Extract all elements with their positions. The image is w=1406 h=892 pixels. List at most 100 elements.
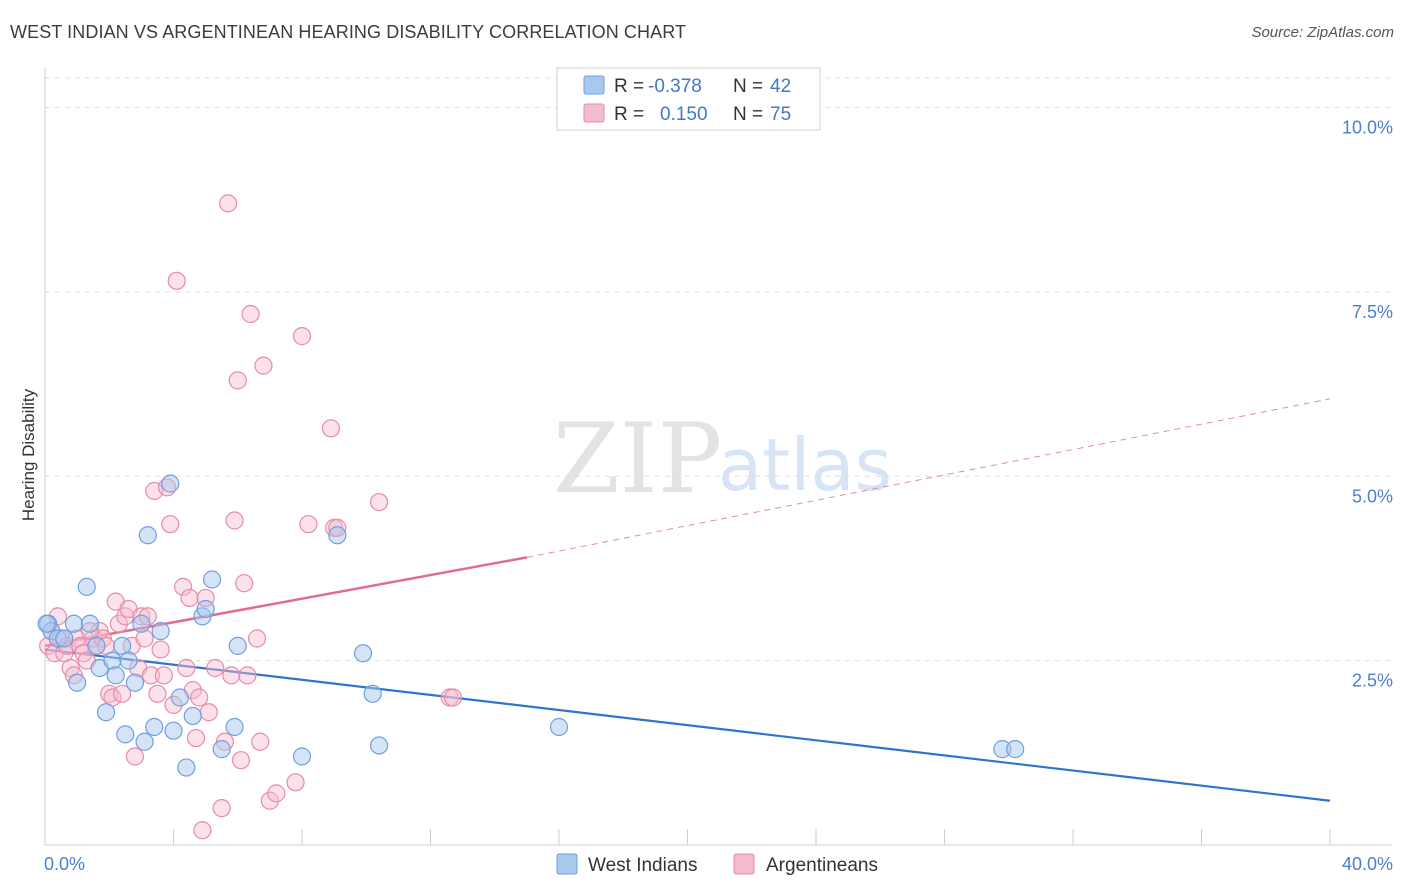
argentineans-point <box>231 751 251 770</box>
argentineans-point <box>228 371 247 390</box>
argentineans-point <box>112 684 132 703</box>
west-indians-point <box>125 673 145 692</box>
x-tick-label: 40.0% <box>1342 854 1393 874</box>
legend-n-label-2: N = <box>733 104 763 125</box>
west-indians-points <box>37 474 1025 777</box>
west-indians-point <box>353 644 373 663</box>
argentineans-point <box>190 688 209 707</box>
series-legend-swatch-blue <box>556 853 578 875</box>
legend-r-value-2: 0.150 <box>660 104 708 125</box>
west-indians-point <box>202 570 222 589</box>
argentineans-point <box>260 791 279 810</box>
argentineans-point <box>177 658 196 678</box>
legend-n-label-1: N = <box>733 76 763 97</box>
west-indians-point <box>135 732 154 751</box>
chart-title: WEST INDIAN VS ARGENTINEAN HEARING DISAB… <box>10 22 687 42</box>
grid <box>45 77 1392 662</box>
west-indians-point <box>151 622 170 641</box>
y-tick-label: 10.0% <box>1342 118 1393 138</box>
west-indians-point <box>225 717 244 737</box>
x-tick-label: 0.0% <box>44 854 85 874</box>
argentineans-point <box>225 511 244 530</box>
axes <box>44 68 1392 846</box>
argentineans-point <box>251 732 270 751</box>
west-indians-point <box>1006 740 1025 759</box>
trend-lines <box>44 398 1331 802</box>
argentineans-point <box>219 194 238 213</box>
tick-labels: 2.5% 5.0% 7.5% 10.0% 0.0% 40.0% <box>44 118 1393 875</box>
argentineans-point <box>180 588 199 608</box>
west-indians-point <box>138 526 157 545</box>
west-indians-point <box>328 526 347 545</box>
west-indians-point <box>80 614 100 633</box>
west-indians-point <box>212 740 231 759</box>
legend-r-label-1: R = <box>614 76 644 97</box>
argentineans-point <box>167 271 186 290</box>
west-indians-trend-line <box>44 648 1331 802</box>
west-indians-point <box>87 636 106 655</box>
legend-swatch-pink <box>583 103 605 123</box>
argentineans-point <box>286 773 305 792</box>
correlation-legend: R = -0.378 N = 42 R = 0.150 N = 75 <box>556 67 821 131</box>
west-indians-point <box>77 577 96 596</box>
argentineans-point <box>254 356 273 375</box>
watermark-atlas: atlas <box>718 423 892 507</box>
argentineans-point <box>125 747 145 766</box>
series-legend: West Indians Argentineans <box>556 853 878 876</box>
west-indians-point <box>363 684 382 703</box>
argentineans-point <box>267 784 286 803</box>
argentineans-point <box>443 688 463 707</box>
west-indians-point <box>170 688 190 707</box>
legend-n-value-1: 42 <box>770 76 791 97</box>
y-tick-label: 2.5% <box>1352 671 1393 691</box>
y-tick-label: 7.5% <box>1352 302 1393 322</box>
argentineans-point <box>299 515 318 534</box>
argentineans-point <box>161 515 180 534</box>
west-indians-point <box>64 614 84 633</box>
series-legend-label-blue: West Indians <box>588 855 697 876</box>
argentineans-point <box>199 703 218 722</box>
argentineans-point <box>321 419 341 438</box>
argentineans-point <box>235 574 254 593</box>
west-indians-point <box>132 614 151 633</box>
argentineans-point <box>154 666 173 685</box>
argentineans-point <box>174 577 193 596</box>
west-indians-point <box>116 725 135 744</box>
legend-swatch-blue <box>583 75 605 95</box>
west-indians-point <box>292 747 312 766</box>
west-indians-point <box>183 706 202 726</box>
argentineans-point <box>186 728 206 748</box>
argentineans-point <box>222 666 241 685</box>
argentineans-point <box>135 629 154 648</box>
west-indians-point <box>228 636 247 655</box>
argentineans-point <box>109 614 128 633</box>
west-indians-point <box>161 474 180 493</box>
argentineans-point <box>292 327 312 346</box>
argentineans-point <box>193 821 212 840</box>
argentineans-point <box>238 666 257 685</box>
west-indians-point <box>103 651 122 670</box>
series-legend-label-pink: Argentineans <box>766 855 878 876</box>
argentineans-point <box>370 492 389 512</box>
west-indians-point <box>196 599 215 619</box>
argentineans-point <box>212 799 231 818</box>
argentineans-point <box>151 640 170 659</box>
source-label: Source: ZipAtlas.com <box>1251 24 1394 41</box>
west-indians-point <box>370 736 389 755</box>
west-indians-point <box>549 717 569 737</box>
west-indians-point <box>119 651 138 670</box>
argentineans-point <box>241 304 260 324</box>
west-indians-point <box>145 717 164 737</box>
legend-r-value-1: -0.378 <box>648 76 702 97</box>
west-indians-point <box>37 614 56 633</box>
y-tick-label: 5.0% <box>1352 486 1393 506</box>
legend-n-value-2: 75 <box>770 104 791 125</box>
west-indians-point <box>55 629 74 648</box>
west-indians-point <box>96 703 116 722</box>
legend-r-label-2: R = <box>614 104 644 125</box>
argentineans-point <box>247 629 267 648</box>
argentineans-trend-extension <box>526 398 1331 558</box>
argentineans-point <box>141 666 161 685</box>
argentineans-trend-line <box>44 556 528 648</box>
